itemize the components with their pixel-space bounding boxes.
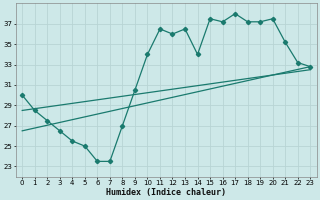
X-axis label: Humidex (Indice chaleur): Humidex (Indice chaleur) bbox=[106, 188, 226, 197]
